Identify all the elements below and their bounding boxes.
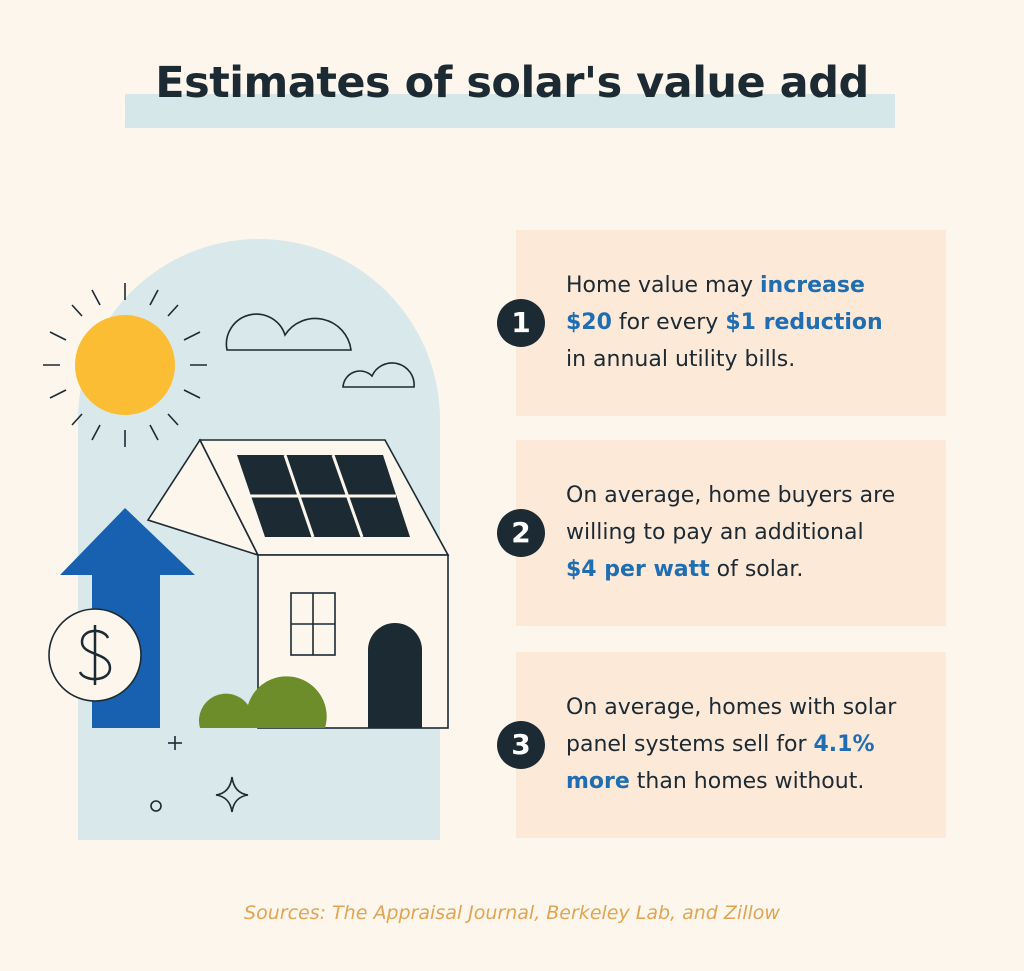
illustration [43, 239, 450, 840]
text-line: $20 for every $1 reduction [566, 304, 883, 341]
text-line: more than homes without. [566, 763, 896, 800]
item-number: 1 [497, 299, 545, 347]
item-text: On average, homes with solar panel system… [566, 689, 896, 800]
text-line: panel systems sell for 4.1% [566, 726, 896, 763]
card [516, 230, 946, 416]
item-text: Home value may increase $20 for every $1 … [566, 267, 883, 378]
text: On average, home buyers are [566, 483, 896, 508]
text-line: Home value may increase [566, 267, 883, 304]
highlight: 4.1% [813, 732, 875, 757]
text-line: On average, homes with solar [566, 689, 896, 726]
text-line: in annual utility bills. [566, 341, 883, 378]
highlight: $20 [566, 310, 612, 335]
card [516, 440, 946, 626]
item-text: On average, home buyers are willing to pa… [566, 477, 895, 588]
highlight: increase [759, 273, 865, 298]
text: On average, homes with solar [566, 695, 897, 720]
highlight: $4 per watt [566, 557, 710, 582]
text: panel systems sell for [566, 732, 814, 757]
highlight: $1 reduction [725, 310, 883, 335]
text: willing to pay an additional [566, 520, 864, 545]
highlight: more [566, 769, 630, 794]
source: Sources: The Appraisal Journal, Berkeley… [244, 902, 780, 924]
title: Estimates of solar's value add [155, 58, 869, 108]
text: than homes without. [629, 769, 865, 794]
item-number: 2 [497, 509, 545, 557]
text-line: $4 per watt of solar. [566, 551, 895, 588]
text: of solar. [709, 557, 804, 582]
title-highlight [125, 94, 895, 128]
text-line: willing to pay an additional [566, 514, 895, 551]
text: for every [611, 310, 726, 335]
card [516, 652, 946, 838]
text: Home value may [566, 273, 760, 298]
text-line: On average, home buyers are [566, 477, 895, 514]
text: in annual utility bills. [566, 347, 796, 372]
item-number: 3 [497, 721, 545, 769]
